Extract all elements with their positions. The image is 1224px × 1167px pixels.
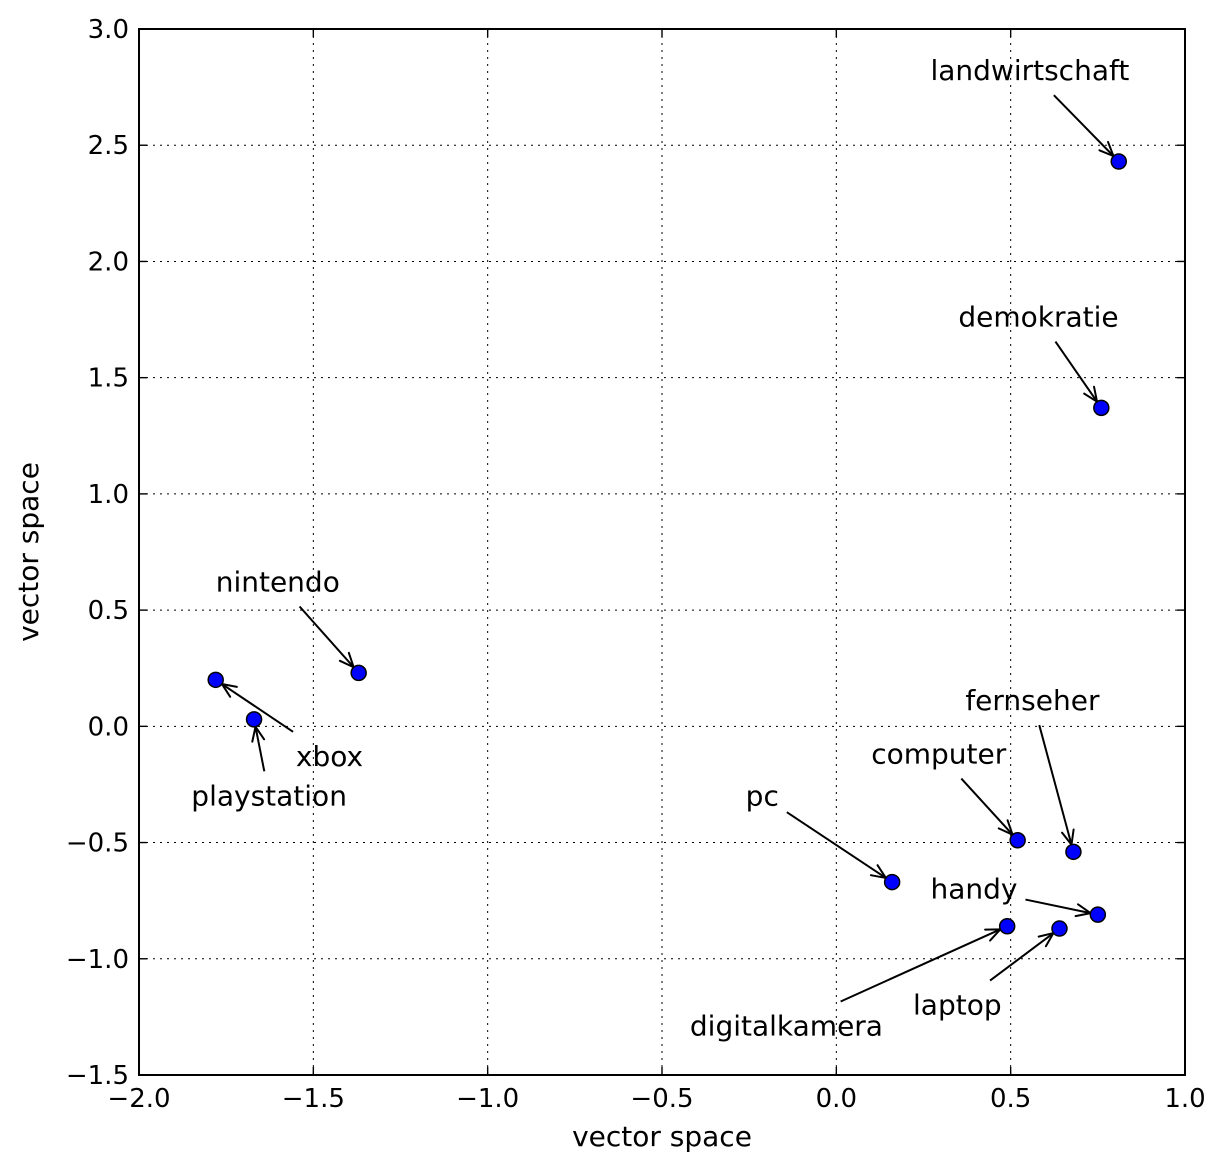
y-axis-title: vector space: [12, 462, 45, 642]
point-digitalkamera: [998, 917, 1016, 935]
arrowhead-pc: [869, 864, 887, 879]
x-tick-label: −1.0: [456, 1084, 519, 1114]
point-playstation: [245, 711, 263, 728]
annotation-labels: landwirtschaft demokratie nintendo xbox play…: [191, 54, 1129, 1042]
arrowhead-demokratie: [1083, 385, 1099, 403]
y-tick-label: −1.0: [66, 945, 129, 975]
y-tick-label: 0.0: [88, 712, 129, 742]
x-tick-label: −0.5: [630, 1084, 693, 1114]
y-tick-label: 1.5: [88, 364, 129, 394]
y-tick-label: −0.5: [66, 829, 129, 859]
x-tick-label: −1.5: [282, 1084, 345, 1114]
label-laptop: laptop: [913, 989, 1002, 1022]
label-xbox: xbox: [296, 740, 363, 773]
point-xbox: [207, 671, 224, 689]
label-handy: handy: [930, 872, 1017, 905]
point-landwirtschaft: [1110, 153, 1128, 170]
y-tick-label: 1.0: [88, 480, 129, 510]
y-tick-label: 0.5: [88, 596, 129, 626]
x-tick-label: 0.5: [990, 1084, 1031, 1114]
x-tick-label: −2.0: [107, 1084, 170, 1114]
point-handy: [1089, 906, 1107, 923]
point-pc: [883, 873, 901, 891]
label-landwirtschaft: landwirtschaft: [930, 54, 1129, 87]
grid: [139, 29, 1185, 1075]
y-tick-label: 2.0: [88, 247, 129, 277]
x-axis-title: vector space: [572, 1120, 752, 1153]
arrow-handy: [1025, 898, 1091, 915]
label-playstation: playstation: [191, 779, 347, 812]
arrow-fernseher: [1038, 724, 1073, 845]
arrow-playstation: [254, 726, 266, 772]
label-nintendo: nintendo: [216, 566, 340, 599]
x-tick-label: 1.0: [1164, 1084, 1205, 1114]
x-tick-label: 0.0: [816, 1084, 857, 1114]
point-laptop: [1051, 920, 1068, 937]
arrow-digitalkamera: [840, 928, 1001, 1003]
annotation-arrows: [220, 94, 1115, 1003]
label-fernseher: fernseher: [965, 684, 1100, 717]
label-digitalkamera: digitalkamera: [690, 1009, 883, 1042]
point-computer: [1009, 831, 1026, 849]
arrow-computer: [960, 777, 1014, 836]
arrow-laptop: [989, 932, 1055, 982]
arrow-pc: [786, 811, 887, 879]
point-nintendo: [350, 664, 367, 682]
point-fernseher: [1065, 843, 1082, 861]
arrow-nintendo: [298, 605, 355, 668]
y-tick-label: −1.5: [66, 1061, 129, 1091]
point-demokratie: [1093, 399, 1110, 417]
axis-ticks: −2.0 −1.5 −1.0 −0.5 0.0 0.5 1.0−1.5−1.0−0.50.0…: [66, 15, 1206, 1114]
label-computer: computer: [871, 738, 1007, 771]
y-tick-label: 2.5: [88, 131, 129, 161]
arrow-xbox: [221, 683, 294, 733]
data-points: [207, 153, 1128, 937]
arrowhead-xbox: [220, 683, 238, 698]
arrow-landwirtschaft: [1053, 94, 1115, 157]
arrow-demokratie: [1054, 340, 1098, 403]
y-tick-label: 3.0: [88, 15, 129, 45]
label-pc: pc: [746, 779, 779, 812]
label-demokratie: demokratie: [958, 301, 1118, 334]
